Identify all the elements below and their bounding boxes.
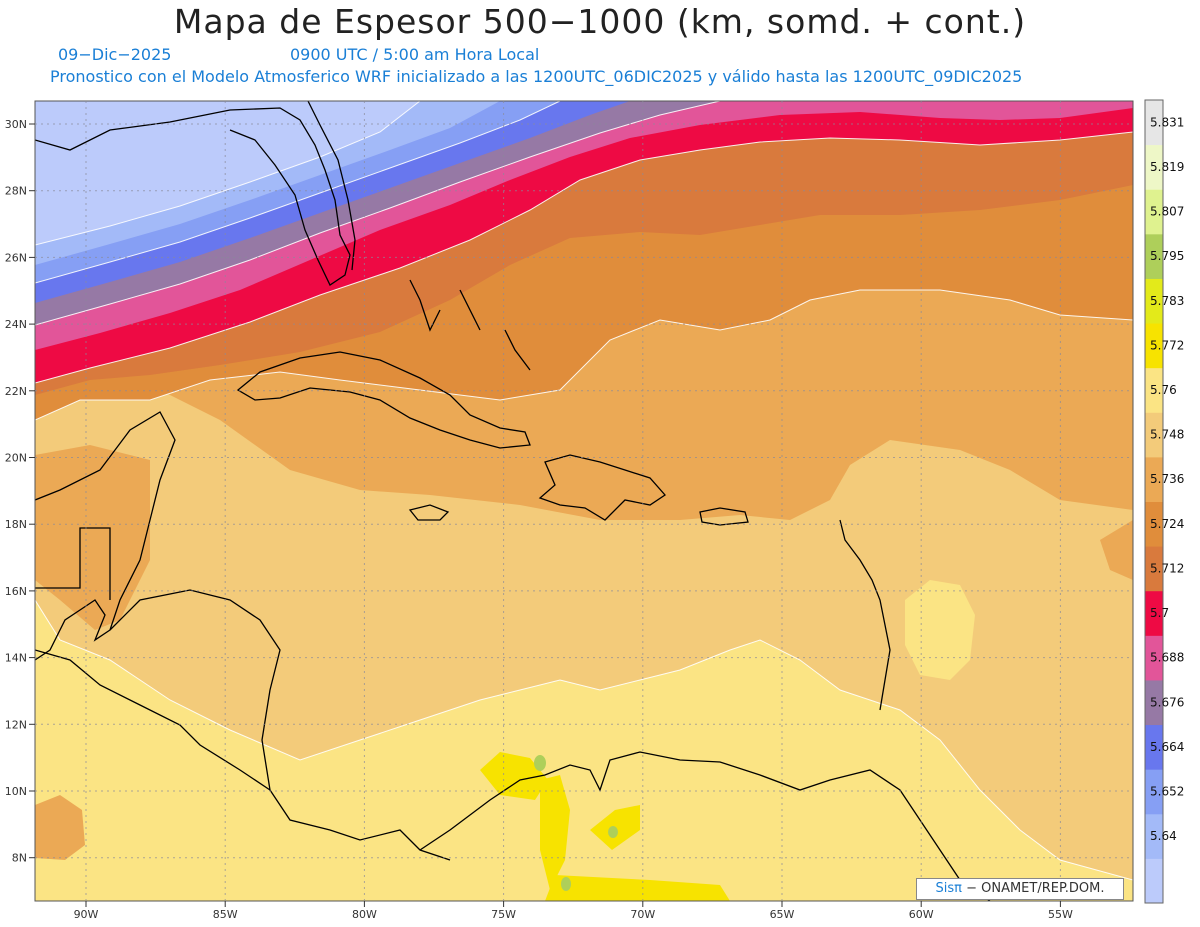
field-tan-east-lobe [1100, 520, 1133, 580]
colorbar-label: 5.652 [1150, 784, 1184, 798]
lat-label: 18N [5, 518, 27, 531]
field-bright-yellow-1 [480, 752, 548, 800]
colorbar: 5.64 5.652 5.664 5.676 5.688 5.7 5.712 5.724 5.7… [1144, 99, 1184, 904]
lat-label: 22N [5, 385, 27, 398]
thickness-field [35, 101, 1133, 901]
forecast-date: 09−Dic−2025 [58, 45, 172, 64]
field-bright-yellow-2 [540, 775, 570, 890]
colorbar-swatch [1145, 412, 1163, 458]
colorbar-swatch [1145, 456, 1163, 502]
colorbar-swatch [1145, 769, 1163, 815]
lat-label: 16N [5, 585, 27, 598]
lon-label: 70W [630, 908, 655, 921]
credit-box: Sisπ − ONAMET/REP.DOM. [916, 878, 1124, 900]
colorbar-label: 5.688 [1150, 651, 1184, 665]
colorbar-label: 5.772 [1150, 338, 1184, 352]
forecast-time: 0900 UTC / 5:00 am Hora Local [290, 45, 540, 64]
colorbar-label: 5.783 [1150, 294, 1184, 308]
colorbar-label: 5.64 [1150, 829, 1177, 843]
lon-label: 60W [909, 908, 934, 921]
lat-label: 10N [5, 785, 27, 798]
field-yellow-east [905, 580, 975, 680]
colorbar-label: 5.736 [1150, 472, 1184, 486]
colorbar-swatch [1145, 724, 1163, 770]
forecast-description: Pronostico con el Modelo Atmosferico WRF… [50, 67, 1023, 86]
colorbar-label: 5.748 [1150, 428, 1184, 442]
lon-label: 85W [213, 908, 238, 921]
field-bright-yellow-4 [545, 875, 730, 901]
lat-label: 30N [5, 118, 27, 131]
latitude-labels: 30N 28N 26N 24N 22N 20N 18N 16N 14N 12N 10N 8N [5, 118, 35, 865]
colorbar-swatch [1145, 679, 1163, 726]
colorbar-swatch [1145, 635, 1163, 681]
map-frame [34, 100, 1134, 902]
colorbar-label: 5.724 [1150, 517, 1184, 531]
field-tan-southwest [35, 795, 85, 860]
colorbar-label: 5.676 [1150, 695, 1184, 709]
lon-label: 75W [491, 908, 516, 921]
colorbar-label: 5.807 [1150, 205, 1184, 219]
field-yellow [35, 600, 1133, 901]
colorbar-swatch [1145, 233, 1163, 279]
lat-label: 8N [12, 852, 27, 865]
lat-label: 20N [5, 452, 27, 465]
lon-label: 65W [770, 908, 795, 921]
lon-label: 55W [1048, 908, 1073, 921]
lat-label: 28N [5, 185, 27, 198]
colorbar-swatch [1145, 367, 1163, 413]
colorbar-swatch [1145, 100, 1163, 146]
lon-label: 80W [352, 908, 377, 921]
field-green-spot-1 [534, 755, 546, 771]
colorbar-swatch [1145, 278, 1163, 324]
field-tan-yucatan [35, 445, 150, 630]
colorbar-label: 5.795 [1150, 249, 1184, 263]
contour-lines [35, 101, 1133, 881]
map-title: Mapa de Espesor 500−1000 (km, somd. + co… [173, 2, 1027, 41]
grid-lines [35, 101, 1133, 901]
colorbar-label: 5.712 [1150, 561, 1184, 575]
field-green-spot-3 [561, 877, 571, 891]
sispi-logo: Sisπ [935, 881, 962, 896]
colorbar-label: 5.831 [1150, 115, 1184, 129]
colorbar-swatch [1145, 546, 1163, 592]
coastlines [35, 101, 991, 901]
colorbar-label: 5.819 [1150, 160, 1184, 174]
colorbar-swatch [1145, 189, 1163, 235]
lon-label: 90W [74, 908, 99, 921]
colorbar-swatch [1145, 144, 1163, 190]
longitude-labels: 90W 85W 80W 75W 70W 65W 60W 55W [74, 901, 1073, 921]
colorbar-swatch [1145, 323, 1163, 369]
colorbar-frame [1144, 99, 1164, 904]
lat-label: 24N [5, 318, 27, 331]
colorbar-swatch [1145, 813, 1163, 859]
colorbar-swatch [1145, 590, 1163, 636]
lat-label: 14N [5, 652, 27, 665]
colorbar-label: 5.664 [1150, 740, 1184, 754]
lat-label: 12N [5, 718, 27, 731]
lat-label: 26N [5, 251, 27, 264]
colorbar-label: 5.76 [1150, 383, 1177, 397]
colorbar-swatch [1145, 501, 1163, 547]
field-light-blue [35, 101, 420, 245]
colorbar-label: 5.7 [1150, 606, 1169, 620]
colorbar-swatch [1145, 858, 1163, 904]
field-green-spot-2 [608, 826, 618, 838]
credit-text: − ONAMET/REP.DOM. [966, 881, 1105, 896]
